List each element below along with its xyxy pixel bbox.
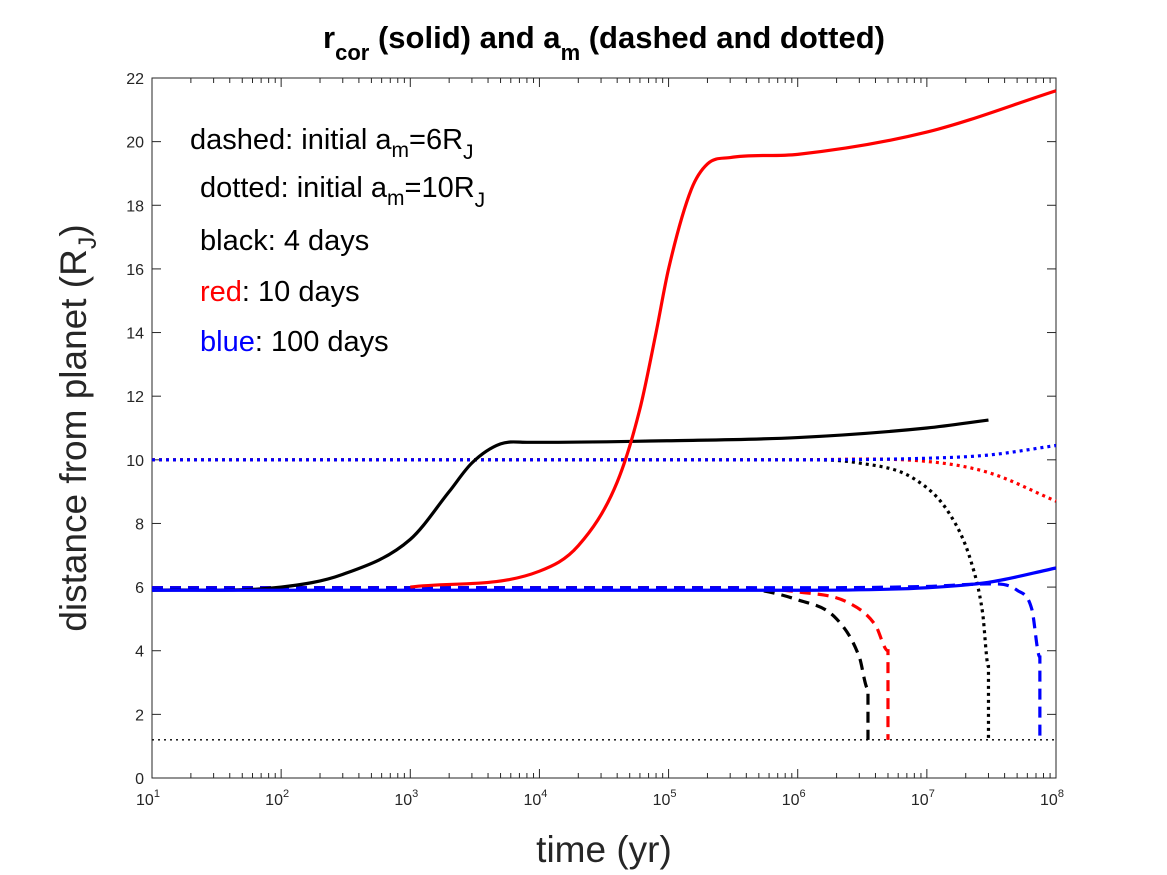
x-tick-label: 103 — [394, 788, 418, 809]
x-tick-label: 104 — [523, 788, 547, 809]
series-line-r-cor-4-days — [151, 418, 989, 592]
series-line-a-m-10r-j-10-days — [152, 457, 1057, 503]
series-line-a-m-6r-j-10-days — [151, 586, 890, 740]
y-tick-label: 12 — [126, 389, 144, 406]
x-tick-label: 105 — [653, 788, 677, 809]
y-tick-label: 8 — [135, 516, 144, 533]
y-tick-label: 18 — [126, 198, 144, 215]
x-tick-label: 108 — [1040, 788, 1064, 809]
y-tick-label: 22 — [126, 71, 144, 88]
annotation-black: black: 4 days — [200, 225, 369, 257]
y-axis-label: distance from planet (RJ) — [53, 224, 102, 631]
chart-title: rcor (solid) and am (dashed and dotted) — [323, 20, 885, 65]
series-layer — [151, 89, 1057, 741]
annotation-red: red: 10 days — [200, 276, 360, 308]
annotation-dashed: dashed: initial am=6RJ — [190, 124, 474, 164]
y-tick-label: 0 — [135, 771, 144, 788]
series-line-a-m-6r-j-100-days — [151, 582, 1042, 740]
x-tick-label: 102 — [265, 788, 289, 809]
y-tick-label: 10 — [126, 453, 144, 470]
annotation-dotted: dotted: initial am=10RJ — [200, 172, 485, 212]
series-line-a-m-10r-j-100-days — [152, 443, 1057, 462]
series-line-r-cor-100-days — [152, 566, 1057, 592]
y-tick-label: 16 — [126, 262, 144, 279]
x-tick-label: 106 — [782, 788, 806, 809]
series-line-a-m-6r-j-4-days — [151, 586, 870, 740]
y-tick-label: 4 — [135, 644, 144, 661]
plot-frame — [151, 77, 1057, 779]
x-tick-label: 101 — [136, 788, 160, 809]
series-line-a-m-10r-j-4-days — [152, 458, 991, 740]
annotation-block: dashed: initial am=6RJ dotted: initial a… — [190, 124, 485, 358]
axis-ticks: 0 2 4 6 8 10 12 14 16 18 20 22 101 102 103 104 105 106 107… — [126, 71, 1064, 809]
y-tick-label: 20 — [126, 135, 144, 152]
x-axis-label: time (yr) — [536, 829, 672, 870]
x-tick-label: 107 — [911, 788, 935, 809]
y-tick-label: 6 — [135, 580, 144, 597]
y-tick-label: 14 — [126, 326, 144, 343]
annotation-blue: blue: 100 days — [200, 326, 389, 358]
series-line-r-cor-10-days — [410, 89, 1057, 589]
y-tick-label: 2 — [135, 707, 144, 724]
